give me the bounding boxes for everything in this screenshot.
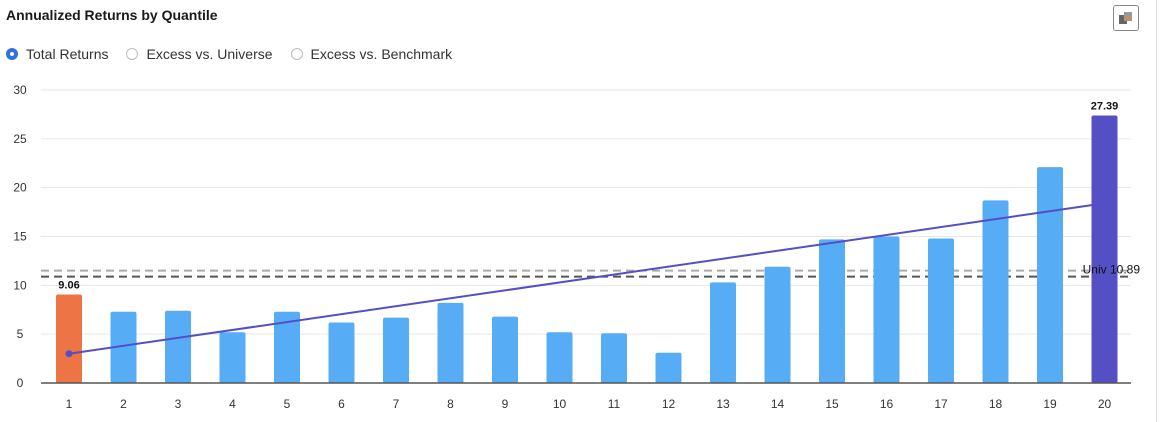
y-tick-label: 5 [17, 327, 24, 341]
x-tick-label: 13 [716, 397, 730, 411]
bar-1 [56, 294, 82, 383]
x-tick-label: 9 [502, 397, 509, 411]
data-label: 27.39 [1091, 100, 1119, 112]
data-label: 9.06 [58, 280, 79, 292]
x-tick-label: 15 [825, 397, 839, 411]
bar-9 [492, 316, 518, 383]
panel-border [1156, 0, 1157, 422]
y-tick-label: 15 [13, 230, 27, 244]
y-tick-label: 0 [17, 376, 24, 390]
bar-19 [1037, 167, 1063, 383]
bar-17 [928, 238, 954, 383]
bar-12 [655, 352, 682, 383]
bar-14 [764, 266, 791, 383]
x-tick-label: 14 [771, 397, 785, 411]
x-tick-label: 1 [66, 397, 73, 411]
bar-4 [219, 332, 246, 383]
return-type-radio-group: Total Returns Excess vs. Universe Excess… [6, 46, 452, 62]
x-tick-label: 12 [662, 397, 676, 411]
chart-title: Annualized Returns by Quantile [6, 7, 218, 23]
x-tick-label: 20 [1098, 397, 1112, 411]
bar-6 [328, 322, 355, 383]
x-tick-label: 7 [393, 397, 400, 411]
radio-label: Excess vs. Benchmark [310, 46, 453, 62]
y-tick-label: 25 [13, 132, 27, 146]
x-tick-label: 2 [120, 397, 127, 411]
trend-line [68, 202, 1105, 355]
bar-13 [710, 282, 736, 383]
y-tick-label: 20 [13, 181, 27, 195]
radio-label: Excess vs. Universe [146, 46, 273, 62]
bar-3 [165, 310, 191, 383]
radio-excess-benchmark[interactable]: Excess vs. Benchmark [290, 46, 453, 62]
radio-label: Total Returns [26, 46, 109, 62]
reference-line-label: Univ 10.89 [1083, 263, 1141, 277]
x-tick-label: 3 [175, 397, 182, 411]
bar-11 [601, 333, 627, 383]
bar-8 [437, 302, 464, 383]
x-tick-label: 16 [880, 397, 894, 411]
export-button[interactable] [1113, 5, 1139, 31]
x-tick-label: 8 [447, 397, 454, 411]
radio-indicator[interactable] [290, 48, 303, 60]
bar-16 [873, 236, 900, 383]
bar-7 [383, 317, 409, 383]
x-tick-label: 5 [284, 397, 291, 411]
radio-total-returns[interactable]: Total Returns [6, 46, 108, 62]
x-tick-label: 10 [553, 397, 567, 411]
bar-20 [1091, 115, 1118, 383]
x-tick-label: 17 [934, 397, 948, 411]
y-tick-label: 10 [13, 278, 27, 292]
bar-15 [819, 239, 845, 383]
x-tick-label: 6 [338, 397, 345, 411]
x-tick-label: 11 [608, 397, 621, 411]
export-icon [1119, 12, 1132, 24]
radio-excess-universe[interactable]: Excess vs. Universe [126, 46, 273, 62]
radio-indicator[interactable] [6, 48, 18, 60]
x-tick-label: 4 [229, 397, 236, 411]
bar-2 [110, 311, 137, 383]
radio-indicator[interactable] [126, 48, 139, 60]
x-tick-label: 18 [989, 397, 1003, 411]
bar-18 [982, 200, 1009, 383]
bar-10 [546, 332, 573, 383]
bar-5 [274, 311, 300, 383]
y-tick-label: 30 [13, 83, 27, 97]
x-tick-label: 19 [1043, 397, 1057, 411]
trend-start-marker [65, 350, 73, 358]
